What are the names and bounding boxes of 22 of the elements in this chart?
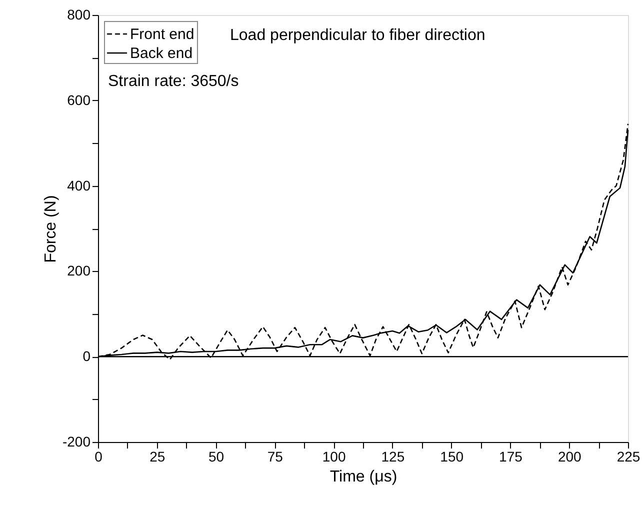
y-axis-title: Force (N) — [42, 195, 60, 263]
annotation: Strain rate: 3650/s — [108, 73, 239, 90]
y-tick-label: 600 — [67, 92, 91, 108]
x-axis-title: Time (μs) — [330, 468, 398, 486]
y-tick-label: -200 — [62, 434, 91, 450]
annotation: Load perpendicular to fiber direction — [230, 27, 486, 44]
x-tick-label: 75 — [267, 448, 284, 464]
x-tick-label: 175 — [499, 448, 523, 464]
x-tick-label: 125 — [381, 448, 405, 464]
legend-label: Back end — [130, 45, 193, 62]
x-tick-label: 0 — [94, 448, 103, 464]
legend-label: Front end — [130, 26, 194, 43]
x-tick-label: 50 — [208, 448, 224, 464]
x-tick-label: 25 — [150, 448, 166, 464]
x-tick-label: 100 — [322, 448, 346, 464]
x-tick-label: 225 — [616, 448, 640, 464]
y-tick-label: 200 — [67, 262, 91, 279]
x-tick-label: 200 — [558, 448, 582, 464]
y-tick-label: 800 — [67, 6, 91, 22]
x-tick-label: 150 — [440, 448, 464, 464]
y-tick-label: 400 — [67, 177, 91, 194]
y-tick-label: 0 — [82, 348, 91, 364]
